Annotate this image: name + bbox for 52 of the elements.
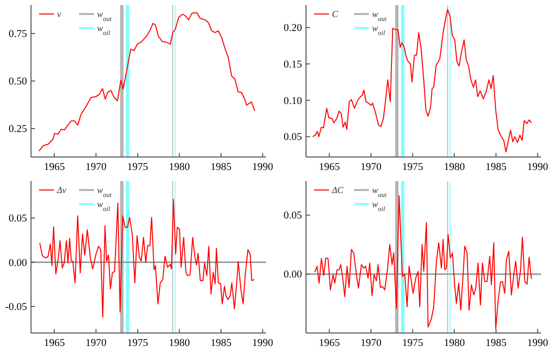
y-tick-label: 0.75 bbox=[8, 29, 27, 40]
x-tick-label: 1965 bbox=[44, 162, 65, 173]
x-tick-label: 1970 bbox=[86, 162, 106, 173]
x-tick-label: 1970 bbox=[360, 338, 382, 349]
legend-label: ΔC bbox=[331, 185, 344, 195]
y-tick-label: -0.05 bbox=[5, 302, 27, 313]
legend-label: v bbox=[57, 9, 61, 19]
line-series bbox=[39, 198, 255, 318]
band-label: w$_{oil}$ bbox=[97, 199, 110, 212]
x-tick-label: 1965 bbox=[318, 162, 340, 173]
legend-label: C bbox=[332, 9, 339, 19]
legend-label: Δv bbox=[56, 185, 66, 195]
x-tick-label: 1985 bbox=[486, 338, 506, 349]
y-tick-label: 0.05 bbox=[8, 214, 27, 225]
y-tick-label: 0.05 bbox=[284, 132, 302, 144]
y-tick-label: 0.15 bbox=[284, 59, 302, 70]
x-tick-label: 1980 bbox=[168, 162, 190, 173]
band-label: w$_{oil}$ bbox=[97, 23, 110, 36]
band-label: w$_{out}$ bbox=[372, 185, 388, 198]
x-tick-label: 1990 bbox=[527, 338, 548, 349]
line-series bbox=[314, 195, 532, 330]
x-tick-label: 1975 bbox=[127, 338, 148, 349]
band-label: w$_{oil}$ bbox=[372, 199, 386, 212]
band-label: w$_{out}$ bbox=[372, 9, 388, 22]
band-label: w$_{out}$ bbox=[97, 185, 113, 198]
x-tick-label: 1970 bbox=[86, 338, 106, 349]
x-tick-label: 1980 bbox=[168, 338, 190, 349]
y-tick-label: 0.00 bbox=[8, 258, 27, 269]
x-tick-label: 1985 bbox=[210, 338, 232, 349]
x-tick-label: 1975 bbox=[402, 338, 424, 349]
x-tick-label: 1980 bbox=[444, 338, 465, 349]
y-tick-label: 0.10 bbox=[284, 96, 302, 107]
x-tick-label: 1990 bbox=[252, 162, 274, 173]
line-series bbox=[38, 12, 256, 152]
band-label: w$_{out}$ bbox=[97, 9, 113, 22]
line-series bbox=[312, 8, 532, 152]
y-tick-label: 0.20 bbox=[284, 23, 302, 34]
x-tick-label: 1970 bbox=[360, 162, 382, 173]
x-tick-label: 1965 bbox=[318, 338, 340, 349]
x-tick-label: 1980 bbox=[444, 162, 465, 173]
x-tick-label: 1985 bbox=[486, 162, 506, 173]
x-tick-label: 1985 bbox=[210, 162, 232, 173]
x-tick-label: 1965 bbox=[44, 338, 65, 349]
x-tick-label: 1990 bbox=[252, 338, 274, 349]
y-tick-label: 0.50 bbox=[8, 76, 27, 88]
x-tick-label: 1975 bbox=[127, 162, 148, 173]
y-tick-label: 0.00 bbox=[284, 270, 302, 281]
x-tick-label: 1990 bbox=[527, 162, 548, 173]
x-tick-label: 1975 bbox=[402, 162, 424, 173]
band-label: w$_{oil}$ bbox=[372, 23, 386, 36]
y-tick-label: 0.05 bbox=[284, 210, 302, 222]
y-tick-label: 0.25 bbox=[8, 124, 27, 135]
